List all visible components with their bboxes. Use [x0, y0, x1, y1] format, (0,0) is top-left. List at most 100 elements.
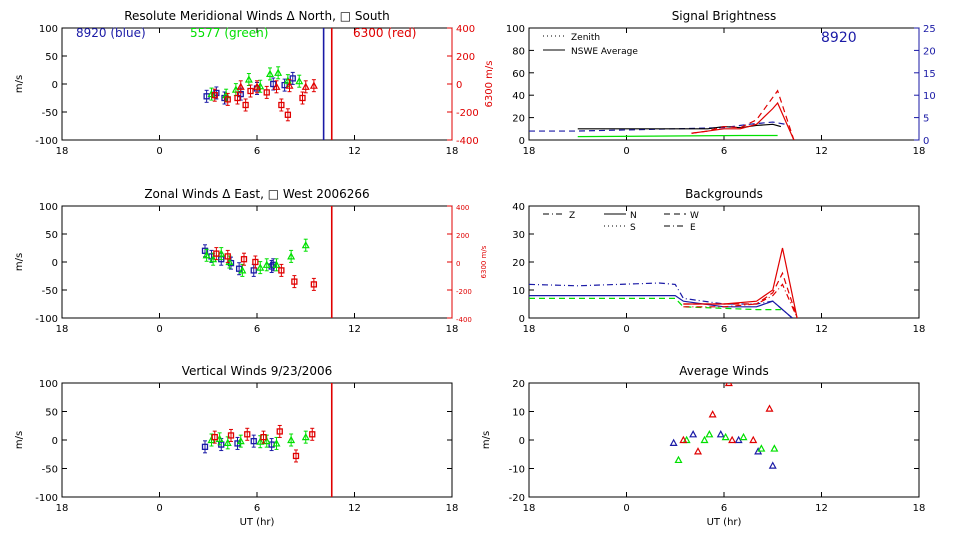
y-tick-label: 20	[512, 114, 525, 125]
y2-axis-label: 6300 m/s	[480, 245, 488, 278]
data-point	[679, 435, 688, 444]
x-tick-label: 18	[523, 146, 536, 157]
y2-tick-label: 400	[456, 204, 469, 212]
data-point	[301, 240, 310, 249]
y-tick-label: -20	[509, 493, 525, 504]
y-tick-label: 60	[512, 69, 525, 80]
data-point	[770, 444, 779, 452]
data-point	[716, 430, 725, 438]
data-point	[285, 81, 294, 89]
legend-label: N	[630, 211, 637, 221]
x-tick-label: 6	[721, 146, 727, 157]
x-tick-label: 18	[523, 324, 536, 335]
y-tick-label: -100	[35, 493, 58, 504]
panel-title: Zonal Winds Δ East, □ West 2006266	[144, 187, 369, 201]
x-tick-label: 18	[56, 324, 69, 335]
y-tick-label: 100	[39, 379, 58, 390]
y-tick-label: -10	[509, 465, 525, 476]
data-point	[724, 383, 733, 387]
plot-frame	[61, 382, 453, 498]
data-point	[240, 256, 248, 263]
x-tick-label: 0	[156, 146, 162, 157]
data-point	[244, 75, 253, 83]
data-point	[256, 437, 265, 445]
y2-tick-label: 200	[456, 232, 469, 240]
data-point	[213, 250, 220, 257]
panel-zonal: Zonal Winds Δ East, □ West 2006266 18 0 6 12…	[14, 187, 488, 335]
data-point	[278, 267, 285, 274]
data-point	[244, 431, 251, 438]
panel-title: Backgrounds	[685, 187, 763, 201]
y-tick-label: 10	[512, 286, 525, 297]
data-point	[215, 434, 224, 442]
y2-axis-label: 6300 m/s	[484, 61, 495, 108]
data-point	[242, 101, 249, 109]
data-point	[309, 81, 318, 89]
data-layer	[529, 247, 798, 318]
y2-tick-label: 15	[923, 69, 936, 80]
data-layer	[203, 28, 333, 140]
y-tick-label: 50	[45, 52, 58, 63]
y2-tick-label: 0	[456, 260, 460, 268]
data-point	[272, 260, 281, 268]
series-line	[683, 271, 798, 318]
data-layer	[529, 89, 795, 140]
data-point	[262, 436, 271, 445]
data-point	[301, 432, 310, 441]
y-tick-label: 30	[512, 230, 525, 241]
series-line	[691, 89, 795, 140]
data-point	[310, 281, 318, 288]
x-tick-label: 0	[623, 324, 629, 335]
y2-tick-label: -200	[456, 108, 479, 119]
legend-label: W	[690, 211, 699, 221]
panel-meridional: Resolute Meridional Winds Δ North, □ Sou…	[14, 9, 495, 157]
data-point	[223, 438, 232, 446]
data-layer	[669, 383, 779, 469]
x-tick-label: 18	[446, 146, 459, 157]
x-tick-label: 18	[913, 503, 926, 514]
data-point	[252, 258, 259, 266]
data-point	[278, 101, 285, 109]
data-point	[289, 75, 296, 82]
data-point	[721, 432, 730, 441]
panel-title: Average Winds	[679, 364, 769, 378]
y-tick-label: 100	[39, 24, 58, 35]
data-layer	[201, 206, 333, 318]
data-point	[291, 278, 298, 285]
series-line	[577, 123, 782, 130]
plot-frame	[528, 27, 920, 141]
data-point	[201, 443, 209, 450]
y2-tick-label: 10	[923, 91, 936, 102]
y-tick-label: 80	[512, 46, 525, 57]
data-point	[252, 82, 262, 90]
data-point	[238, 266, 247, 274]
x-tick-label: 18	[446, 503, 459, 514]
series-annotation: 6300 (red)	[353, 26, 416, 40]
y2-tick-label: 25	[923, 24, 936, 35]
x-tick-label: 12	[815, 146, 828, 157]
x-tick-label: 6	[721, 324, 727, 335]
data-point	[292, 452, 300, 460]
y2-tick-label: 5	[923, 114, 929, 125]
y2-tick-label: 200	[456, 52, 475, 63]
data-point	[236, 82, 245, 90]
x-axis-label: UT (hr)	[707, 517, 742, 528]
data-point	[287, 435, 296, 444]
series-line	[691, 101, 795, 140]
data-point	[272, 439, 281, 447]
y-axis-label: m/s	[14, 75, 25, 93]
series-annotation: 8920 (blue)	[76, 26, 146, 40]
data-point	[207, 89, 216, 98]
data-point	[757, 444, 766, 452]
data-point	[276, 428, 283, 435]
data-point	[263, 89, 270, 96]
legend-label: NSWE Average	[571, 47, 638, 57]
x-tick-label: 18	[913, 146, 926, 157]
x-tick-label: 18	[56, 146, 69, 157]
y-tick-label: 100	[506, 24, 525, 35]
data-point	[265, 69, 275, 78]
y-tick-label: 0	[519, 314, 525, 325]
data-point	[256, 263, 265, 271]
x-tick-label: 18	[913, 324, 926, 335]
